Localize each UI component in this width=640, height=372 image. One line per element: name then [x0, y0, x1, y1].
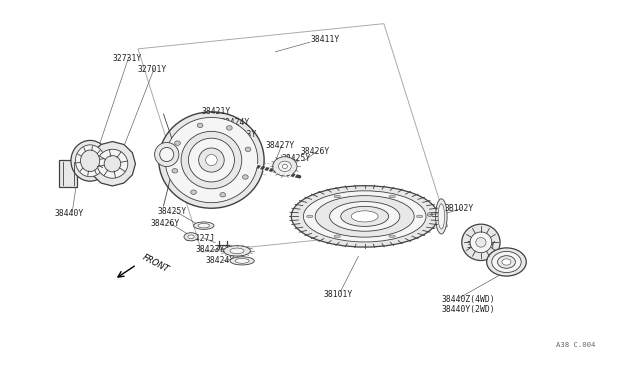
Text: 38425Y: 38425Y — [157, 208, 186, 217]
Ellipse shape — [389, 195, 396, 198]
Ellipse shape — [227, 126, 232, 130]
Ellipse shape — [278, 161, 291, 171]
Ellipse shape — [197, 123, 203, 128]
Text: 38101Y: 38101Y — [323, 290, 353, 299]
Text: 38427Y: 38427Y — [266, 141, 295, 150]
Ellipse shape — [184, 233, 198, 241]
Ellipse shape — [159, 112, 264, 208]
Ellipse shape — [243, 175, 248, 179]
Text: 38424Y: 38424Y — [221, 119, 250, 128]
Ellipse shape — [104, 155, 121, 172]
Ellipse shape — [303, 191, 426, 242]
Ellipse shape — [230, 248, 244, 254]
Ellipse shape — [155, 142, 179, 167]
Ellipse shape — [330, 202, 400, 231]
Ellipse shape — [198, 148, 224, 172]
Ellipse shape — [198, 224, 209, 228]
Ellipse shape — [340, 206, 388, 227]
Ellipse shape — [81, 150, 100, 171]
Ellipse shape — [334, 195, 340, 198]
Ellipse shape — [71, 140, 109, 181]
Ellipse shape — [486, 248, 526, 276]
Ellipse shape — [193, 222, 214, 230]
Ellipse shape — [76, 145, 105, 177]
Ellipse shape — [230, 257, 254, 265]
Ellipse shape — [492, 251, 521, 273]
Ellipse shape — [417, 215, 423, 218]
Ellipse shape — [160, 147, 173, 161]
Ellipse shape — [181, 131, 242, 189]
Text: 38440Y: 38440Y — [55, 209, 84, 218]
Text: 38424Y: 38424Y — [205, 256, 234, 265]
Ellipse shape — [502, 259, 511, 265]
Ellipse shape — [245, 147, 251, 151]
Ellipse shape — [307, 215, 313, 218]
Ellipse shape — [235, 259, 249, 263]
Ellipse shape — [172, 169, 178, 173]
Bar — [60, 160, 77, 187]
Ellipse shape — [223, 246, 250, 256]
Ellipse shape — [438, 204, 445, 229]
Polygon shape — [90, 141, 136, 186]
Text: FRONT: FRONT — [141, 253, 171, 275]
Ellipse shape — [497, 256, 515, 268]
Text: 38427J: 38427J — [186, 234, 215, 243]
Text: 32701Y: 32701Y — [138, 65, 167, 74]
Text: 38421Y: 38421Y — [202, 108, 231, 116]
Ellipse shape — [470, 232, 492, 253]
Text: 38423Y: 38423Y — [195, 245, 225, 254]
Text: 38426Y: 38426Y — [151, 219, 180, 228]
Ellipse shape — [165, 118, 258, 203]
Text: 38426Y: 38426Y — [301, 147, 330, 156]
Text: 38440Z(4WD): 38440Z(4WD) — [442, 295, 495, 304]
Ellipse shape — [97, 149, 128, 178]
Ellipse shape — [389, 235, 396, 238]
Ellipse shape — [191, 190, 196, 195]
Ellipse shape — [351, 211, 378, 222]
Text: 3B102Y: 3B102Y — [445, 205, 474, 214]
Ellipse shape — [462, 224, 500, 260]
Text: 38425Y: 38425Y — [282, 154, 311, 163]
Text: A38 C.004: A38 C.004 — [556, 342, 596, 348]
Ellipse shape — [428, 213, 433, 217]
Ellipse shape — [188, 138, 234, 182]
Text: 38411Y: 38411Y — [310, 35, 340, 44]
Ellipse shape — [334, 235, 340, 238]
Ellipse shape — [175, 141, 180, 145]
Ellipse shape — [316, 196, 414, 237]
Ellipse shape — [220, 193, 226, 197]
Ellipse shape — [282, 164, 287, 169]
Text: 38423Y: 38423Y — [227, 129, 257, 139]
Text: 38440Y(2WD): 38440Y(2WD) — [442, 305, 495, 314]
Ellipse shape — [476, 237, 486, 247]
Ellipse shape — [436, 199, 447, 234]
Text: 38453Y: 38453Y — [467, 241, 496, 250]
Text: 32731Y: 32731Y — [113, 54, 141, 62]
Ellipse shape — [205, 154, 217, 166]
Ellipse shape — [188, 235, 194, 238]
Ellipse shape — [291, 186, 438, 247]
Ellipse shape — [273, 157, 297, 176]
